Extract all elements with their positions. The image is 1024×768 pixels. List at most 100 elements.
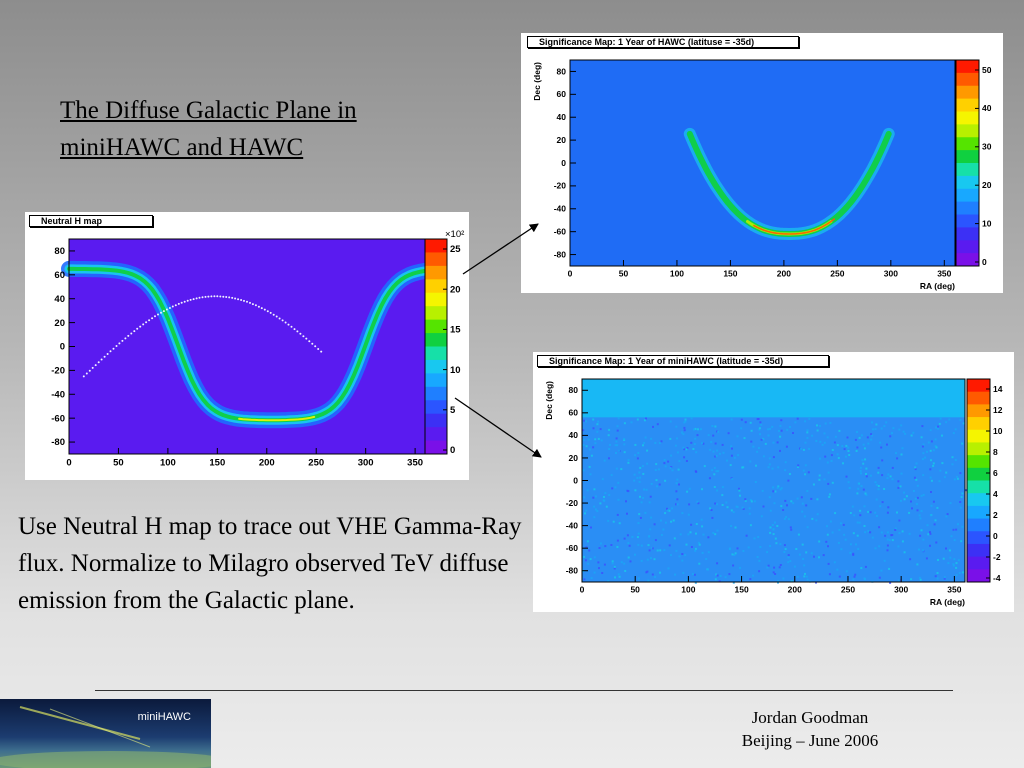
x-tick-label: 150 <box>723 269 737 279</box>
z-tick-label: 4 <box>993 489 998 499</box>
x-tick-label: 100 <box>681 585 695 595</box>
y-tick-label: -80 <box>554 249 567 259</box>
y-tick-label: -80 <box>566 566 579 576</box>
x-tick-label: 50 <box>630 585 640 595</box>
y-tick-label: -20 <box>554 181 567 191</box>
body-text: Use Neutral H map to trace out VHE Gamma… <box>18 513 522 614</box>
thumbnail-label: miniHAWC <box>137 711 191 723</box>
z-tick-label: 20 <box>450 284 461 295</box>
x-tick-label: 350 <box>937 269 951 279</box>
slide-title: The Diffuse Galactic Plane in miniHAWC a… <box>60 97 357 161</box>
x-tick-label: 150 <box>734 585 748 595</box>
z-tick-label: -4 <box>993 573 1001 583</box>
footer-event: Beijing – June 2006 <box>741 731 879 750</box>
y-tick-label: 60 <box>557 89 567 99</box>
x-tick-label: 350 <box>947 585 961 595</box>
noise-texture <box>582 417 967 584</box>
y-tick-label: -60 <box>554 227 567 237</box>
neutral-h-map-panel: 0 50 100 150 200 250 300 350 80 60 40 20 0 -20 -40 -60-… <box>25 212 469 480</box>
x-tick-label: 100 <box>160 458 176 469</box>
z-tick-label: 10 <box>982 218 992 228</box>
z-tick-label: 0 <box>450 445 455 456</box>
x-tick-label: 350 <box>407 458 423 469</box>
z-tick-label: 6 <box>993 468 998 478</box>
x-tick-label: 50 <box>619 269 629 279</box>
color-scale-bar <box>966 378 991 583</box>
z-tick-label: 50 <box>982 65 992 75</box>
galactic-plane-band <box>683 127 895 240</box>
hawc-map-panel: 0 50 100 150 200 250 300 350 80 60 40 20 0 -20 -40 -60-… <box>521 33 1003 293</box>
z-tick-label: 5 <box>450 405 456 416</box>
z-tick-label: 0 <box>993 531 998 541</box>
x-tick-label: 300 <box>894 585 908 595</box>
y-tick-label: 40 <box>569 430 579 440</box>
z-tick-label: 2 <box>993 510 998 520</box>
y-tick-label: -40 <box>554 204 567 214</box>
z-exponent-label: ×10² <box>445 229 464 240</box>
z-tick-label: 25 <box>450 244 461 255</box>
x-tick-label: 250 <box>308 458 324 469</box>
neutral-h-map: 0 50 100 150 200 250 300 350806040200-20-40-60-… <box>51 229 464 469</box>
y-tick-label: 0 <box>60 342 65 353</box>
x-tick-label: 100 <box>670 269 684 279</box>
footer-author: Jordan Goodman <box>751 708 869 727</box>
y-tick-label: 60 <box>569 408 579 418</box>
z-tick-label: 14 <box>993 384 1003 394</box>
galactic-plane-band <box>61 260 433 429</box>
x-tick-label: 250 <box>830 269 844 279</box>
minihawc-thumbnail-image: miniHAWC <box>0 699 211 768</box>
y-tick-label: 80 <box>569 385 579 395</box>
z-tick-label: 10 <box>993 426 1003 436</box>
z-tick-label: 30 <box>982 142 992 152</box>
y-tick-label: 80 <box>557 66 567 76</box>
y-tick-label: 0 <box>561 158 566 168</box>
z-tick-label: 10 <box>450 365 461 376</box>
y-tick-label: 20 <box>54 318 65 329</box>
x-tick-label: 250 <box>841 585 855 595</box>
y-tick-label: 40 <box>557 112 567 122</box>
y-tick-label: 60 <box>54 270 65 281</box>
hawc-map-title: Significance Map: 1 Year of HAWC (latitu… <box>527 36 799 48</box>
x-tick-label: 0 <box>66 458 71 469</box>
x-tick-label: 300 <box>884 269 898 279</box>
hawc-significance-map: 0 50 100 150 200 250 300 350806040200-20-40-60-… <box>532 59 992 291</box>
y-tick-label: 80 <box>54 246 65 257</box>
x-tick-label: 50 <box>113 458 124 469</box>
x-axis-label: RA (deg) <box>930 597 965 607</box>
z-tick-label: 20 <box>982 180 992 190</box>
z-tick-label: 15 <box>450 325 461 336</box>
minihawc-map-title: Significance Map: 1 Year of miniHAWC (la… <box>537 355 829 367</box>
x-tick-label: 0 <box>568 269 573 279</box>
z-tick-label: 0 <box>982 257 987 267</box>
y-tick-label: -80 <box>51 437 65 448</box>
y-axis-label: Dec (deg) <box>532 62 542 101</box>
y-tick-label: 20 <box>569 453 579 463</box>
footer: Jordan Goodman Beijing – June 2006 <box>720 706 900 752</box>
minihawc-significance-map: 0 50 100 150 200 250 300 350806040200-20-40-60-… <box>544 378 1003 607</box>
y-axis-label: Dec (deg) <box>544 381 554 420</box>
x-tick-label: 200 <box>788 585 802 595</box>
y-tick-label: -40 <box>51 389 65 400</box>
y-tick-label: -60 <box>566 543 579 553</box>
x-tick-label: 200 <box>777 269 791 279</box>
y-tick-label: -40 <box>566 520 579 530</box>
x-tick-label: 300 <box>358 458 374 469</box>
footer-divider <box>95 690 953 691</box>
z-tick-label: 8 <box>993 447 998 457</box>
y-tick-label: -20 <box>566 498 579 508</box>
y-tick-label: 40 <box>54 294 65 305</box>
arrow-to-minihawc-map <box>454 397 542 458</box>
arrow-to-hawc-map <box>462 223 539 275</box>
color-scale-bar <box>424 238 448 455</box>
minihawc-map-panel: 0 50 100 150 200 250 300 350 80 60 40 20 0 -20 -40 -60-… <box>533 352 1014 612</box>
y-tick-label: -60 <box>51 413 65 424</box>
dotted-arc <box>82 295 323 378</box>
y-tick-label: 0 <box>573 475 578 485</box>
z-tick-label: 12 <box>993 405 1003 415</box>
z-tick-label: -2 <box>993 552 1001 562</box>
z-tick-label: 40 <box>982 103 992 113</box>
color-scale-bar <box>955 59 980 267</box>
y-tick-label: 20 <box>557 135 567 145</box>
x-tick-label: 200 <box>259 458 275 469</box>
